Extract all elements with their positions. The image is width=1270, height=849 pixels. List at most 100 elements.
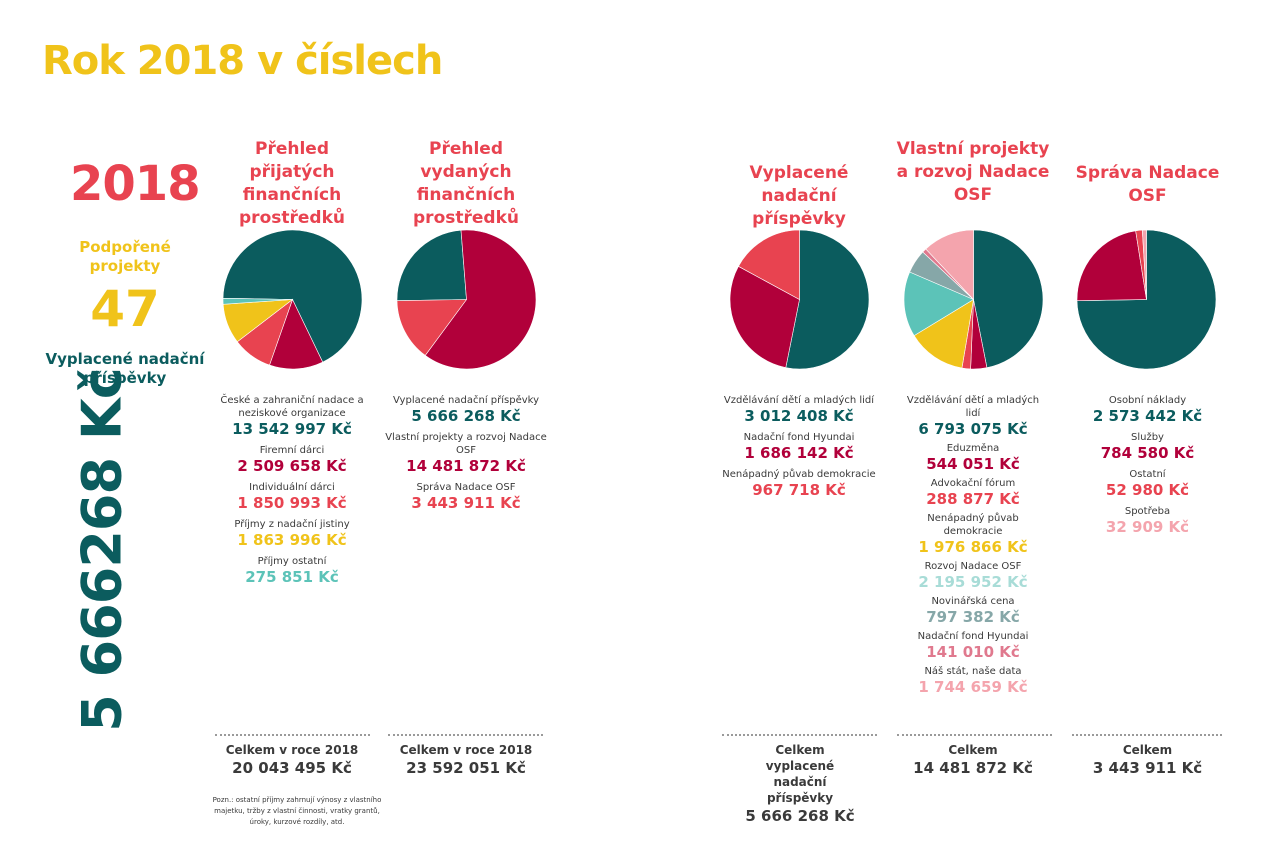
pie-slice — [1076, 230, 1147, 302]
legend-item-label: Vzdělávání dětí a mladých lidí — [723, 395, 875, 406]
legend-item-value: 52 980 Kč — [1105, 481, 1190, 499]
divider — [722, 734, 877, 736]
legend-item-value: 3 012 408 Kč — [744, 407, 854, 425]
paid-grants-total-vertical: 5 666268 Kč — [42, 368, 162, 731]
year-label: 2018 — [70, 156, 201, 212]
legend-item-label: Služby — [1131, 432, 1164, 443]
legend-item: Nenápadný půvab demokracie 967 718 Kč — [718, 468, 880, 499]
legend-item-value: 14 481 872 Kč — [406, 457, 526, 475]
chart-title: Přehled přijatých finančních prostředků — [239, 139, 345, 228]
pie-slice — [913, 298, 974, 369]
legend-item: Eduzměna 544 051 Kč — [900, 442, 1046, 473]
legend-item-value: 1 686 142 Kč — [744, 444, 854, 462]
pie-slice — [903, 271, 975, 337]
pie-slice — [396, 299, 468, 356]
pie-chart-administration — [1076, 229, 1217, 370]
legend-item-value: 1 744 659 Kč — [918, 678, 1028, 696]
total-value: 14 481 872 Kč — [913, 759, 1033, 777]
legend-item: Nadační fond Hyundai 141 010 Kč — [900, 630, 1046, 661]
legend-expenses: Vyplacené nadační příspěvky 5 666 268 Kč… — [385, 394, 547, 518]
pie-slice — [973, 229, 1044, 369]
pie-chart-expenses — [396, 229, 537, 370]
paid-grants-total-value: 5 666268 Kč — [70, 368, 134, 732]
total-grants: Celkem vyplacené nadační příspěvky 5 666… — [740, 742, 860, 826]
legend-item-label: Individuální dárci — [249, 482, 335, 493]
paid-grants-label: Vyplacené nadační příspěvky — [45, 350, 205, 387]
legend-item: Novinářská cena 797 382 Kč — [900, 595, 1046, 626]
legend-item-value: 544 051 Kč — [926, 455, 1020, 473]
legend-item: Vyplacené nadační příspěvky 5 666 268 Kč — [385, 394, 547, 425]
legend-item: Správa Nadace OSF 3 443 911 Kč — [385, 481, 547, 512]
chart-title-administration: Správa Nadace OSF — [1070, 162, 1225, 208]
legend-item: Vzdělávání dětí a mladých lidí 3 012 408… — [718, 394, 880, 425]
total-value: 5 666 268 Kč — [745, 807, 855, 825]
legend-item-value: 3 443 911 Kč — [411, 494, 521, 512]
pie-slice — [222, 297, 293, 305]
pie-slice — [424, 229, 537, 370]
legend-item-label: Ostatní — [1129, 469, 1166, 480]
legend-item-label: Nadační fond Hyundai — [917, 631, 1029, 642]
chart-title-own-projects: Vlastní projekty a rozvoj Nadace OSF — [893, 138, 1053, 207]
legend-item: Náš stát, naše data 1 744 659 Kč — [900, 665, 1046, 696]
page-title: Rok 2018 v číslech — [42, 38, 443, 84]
legend-item: Osobní náklady 2 573 442 Kč — [1070, 394, 1225, 425]
total-label: Celkem — [1122, 743, 1173, 757]
total-value: 23 592 051 Kč — [406, 759, 526, 777]
legend-item-value: 2 573 442 Kč — [1092, 407, 1203, 425]
legend-item-label: Příjmy ostatní — [257, 556, 327, 567]
supported-projects-value: 47 — [90, 280, 160, 338]
legend-item: Ostatní 52 980 Kč — [1070, 468, 1225, 499]
legend-item-value: 797 382 Kč — [926, 608, 1020, 626]
chart-title: Vyplacené nadační příspěvky — [749, 163, 849, 229]
pie-slice — [222, 229, 363, 363]
pie-slice — [729, 265, 800, 368]
legend-item-label: Nenápadný půvab demokracie — [927, 513, 1019, 537]
legend-item: Spotřeba 32 909 Kč — [1070, 505, 1225, 536]
legend-item: Nenápadný půvab demokracie 1 976 866 Kč — [900, 512, 1046, 556]
legend-income: České a zahraniční nadace a neziskové or… — [212, 394, 372, 592]
legend-item-label: Rozvoj Nadace OSF — [924, 561, 1022, 572]
legend-item: Vzdělávání dětí a mladých lidí 6 793 075… — [900, 394, 1046, 438]
chart-title: Vlastní projekty a rozvoj Nadace OSF — [896, 139, 1050, 205]
legend-item-value: 1 850 993 Kč — [237, 494, 347, 512]
legend-item-label: Nenápadný půvab demokracie — [722, 469, 876, 480]
legend-item-value: 784 580 Kč — [1100, 444, 1195, 462]
legend-item-label: Náš stát, naše data — [924, 666, 1022, 677]
legend-item-label: Příjmy z nadační jistiny — [234, 519, 350, 530]
pie-chart-own-projects — [903, 229, 1044, 370]
legend-item-label: Vlastní projekty a rozvoj Nadace OSF — [385, 432, 547, 456]
pie-slice — [396, 229, 467, 302]
legend-item: Příjmy z nadační jistiny 1 863 996 Kč — [212, 518, 372, 549]
legend-item-value: 1 976 866 Kč — [918, 538, 1028, 556]
divider — [215, 734, 370, 736]
legend-item-value: 32 909 Kč — [1105, 518, 1190, 536]
chart-title: Správa Nadace OSF — [1075, 163, 1220, 206]
chart-title: Přehled vydaných finančních prostředků — [413, 139, 519, 228]
legend-item: Advokační fórum 288 877 Kč — [900, 477, 1046, 508]
legend-item: Služby 784 580 Kč — [1070, 431, 1225, 462]
divider — [1072, 734, 1222, 736]
total-label: Celkem vyplacené nadační příspěvky — [765, 743, 835, 805]
legend-item-value: 2 509 658 Kč — [237, 457, 347, 475]
legend-own-projects: Vzdělávání dětí a mladých lidí 6 793 075… — [900, 394, 1046, 700]
pie-slice — [738, 229, 800, 301]
legend-item: Nadační fond Hyundai 1 686 142 Kč — [718, 431, 880, 462]
legend-item-label: Firemní dárci — [259, 445, 325, 456]
legend-item: České a zahraniční nadace a neziskové or… — [212, 394, 372, 438]
legend-item-label: Nadační fond Hyundai — [743, 432, 855, 443]
pie-slice — [1076, 229, 1217, 370]
total-label: Celkem v roce 2018 — [399, 743, 533, 757]
legend-grants: Vzdělávání dětí a mladých lidí 3 012 408… — [718, 394, 880, 505]
legend-item: Firemní dárci 2 509 658 Kč — [212, 444, 372, 475]
pie-slice — [785, 229, 870, 370]
legend-item-label: Osobní náklady — [1108, 395, 1187, 406]
chart-title-income: Přehled přijatých finančních prostředků — [212, 138, 372, 230]
divider — [897, 734, 1052, 736]
chart-title-expenses: Přehled vydaných finančních prostředků — [385, 138, 547, 230]
legend-item-label: Správa Nadace OSF — [416, 482, 516, 493]
legend-item-label: Eduzměna — [946, 443, 1000, 454]
total-administration: Celkem 3 443 911 Kč — [1070, 742, 1225, 778]
legend-item-value: 2 195 952 Kč — [918, 573, 1028, 591]
total-value: 20 043 495 Kč — [232, 759, 352, 777]
pie-slice — [925, 229, 974, 301]
